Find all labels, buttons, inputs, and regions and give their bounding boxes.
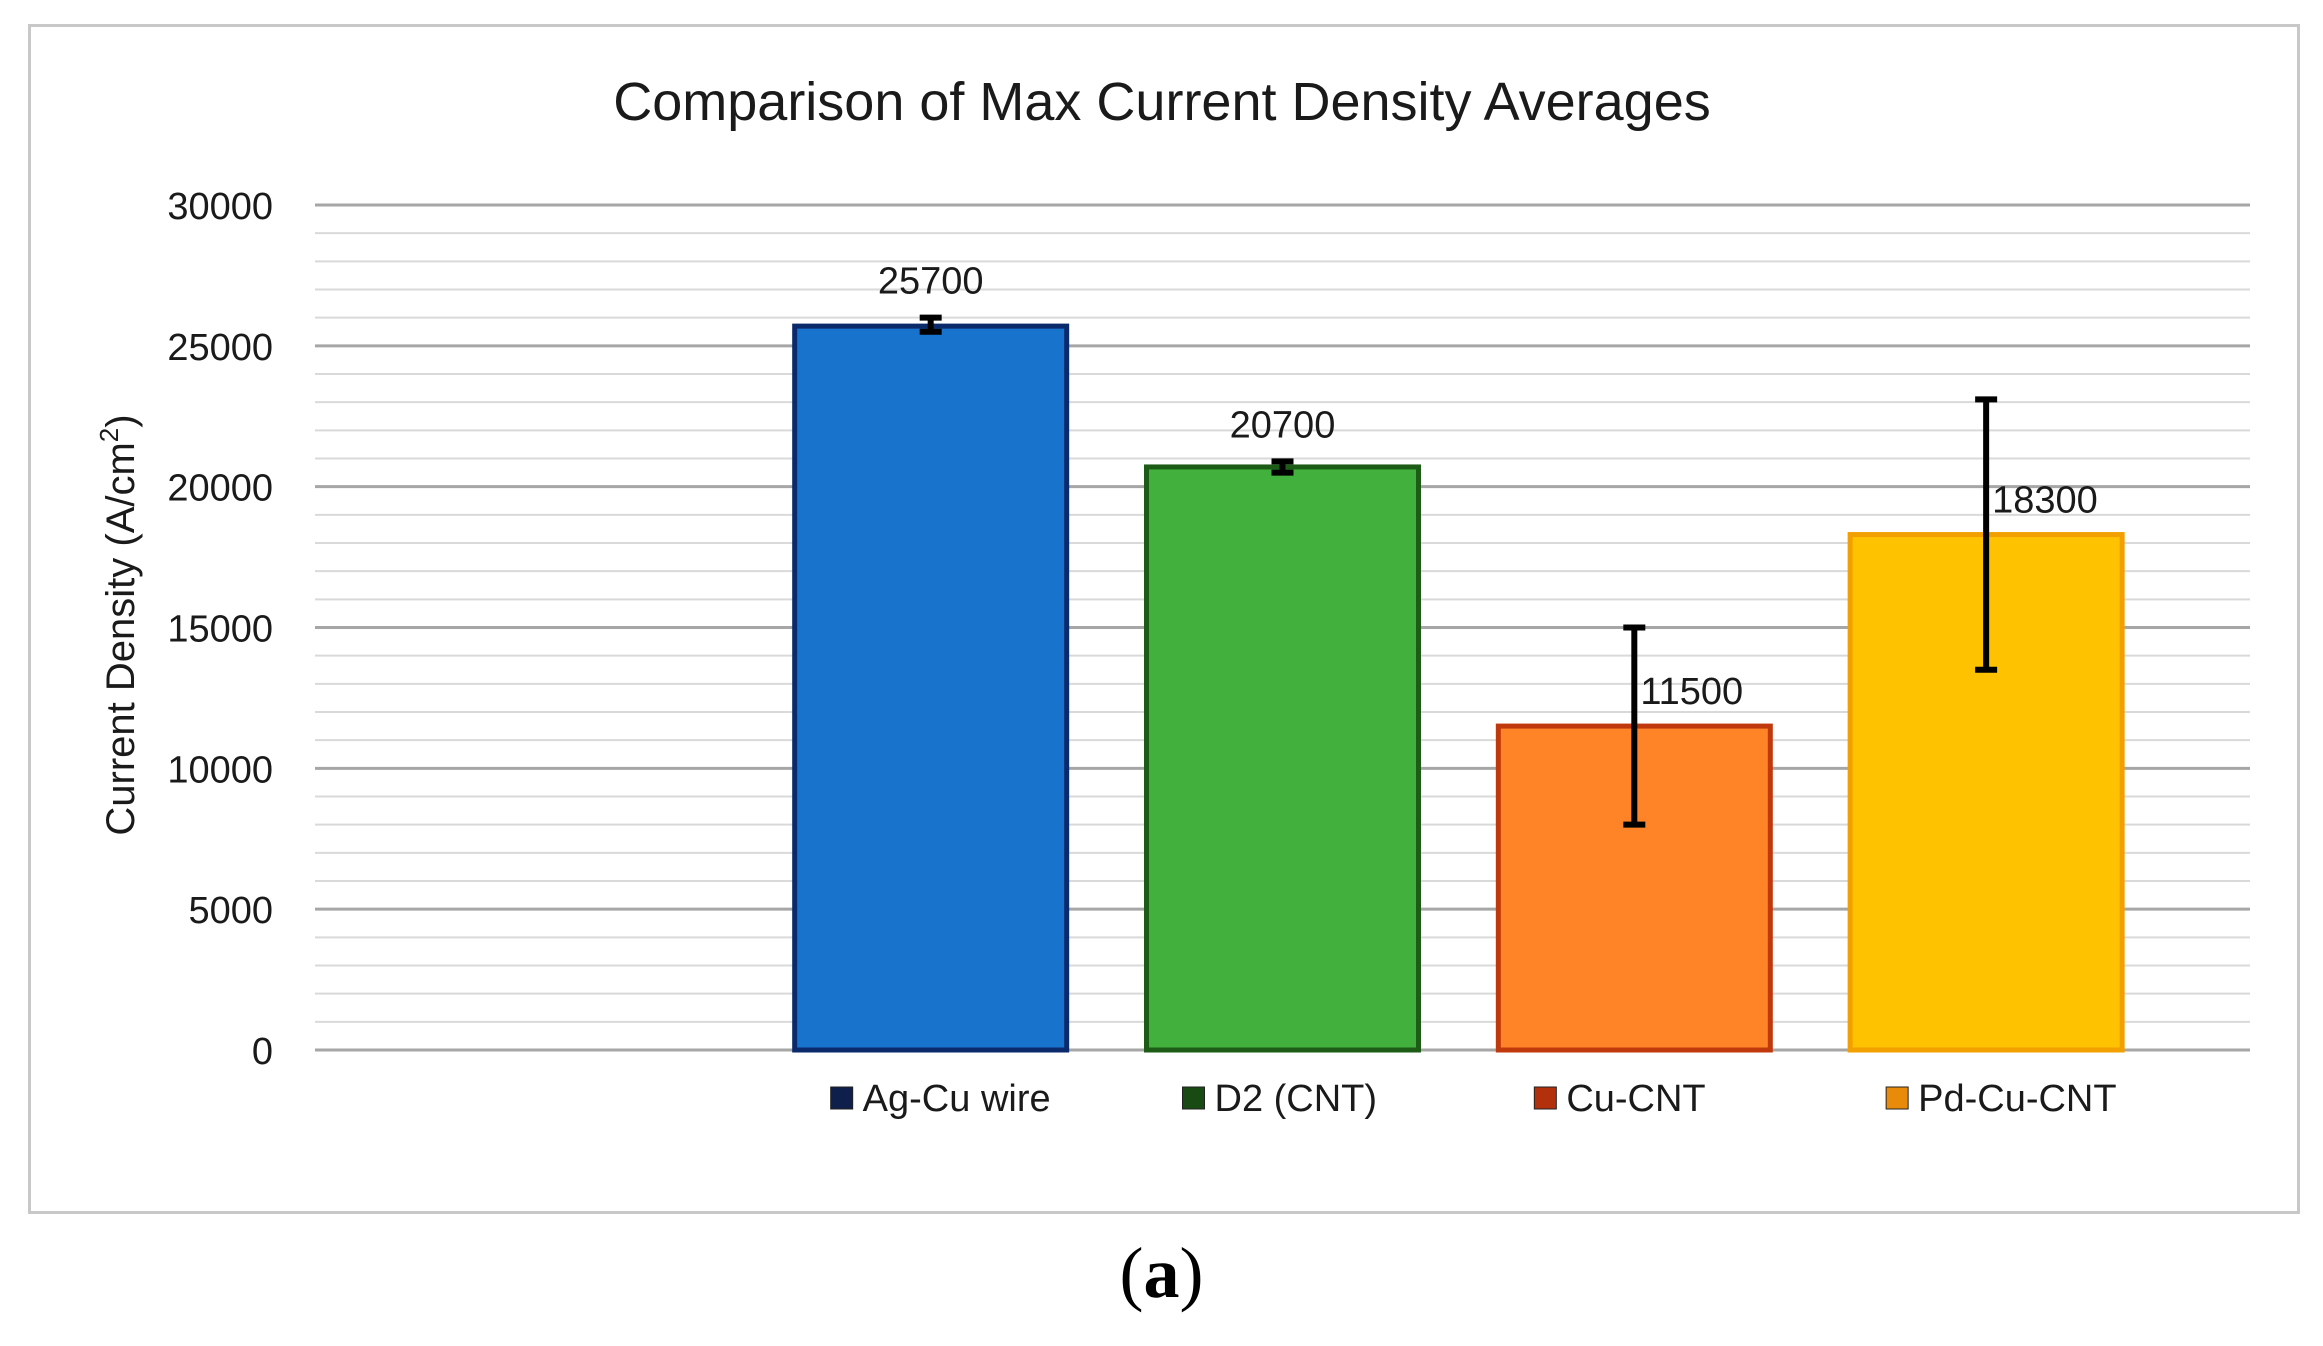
legend-label: D2 (CNT) — [1215, 1078, 1378, 1120]
y-tick-label: 0 — [252, 1031, 273, 1073]
y-tick-label: 20000 — [167, 468, 273, 510]
legend-swatch — [1885, 1086, 1909, 1110]
error-bars — [919, 314, 1998, 828]
caption-close: ) — [1179, 1233, 1204, 1313]
legend-swatch — [1533, 1086, 1557, 1110]
y-tick-label: 10000 — [167, 749, 273, 791]
bar-d2-cnt — [1144, 464, 1421, 1053]
legend-label: Pd-Cu-CNT — [1918, 1078, 2116, 1120]
caption-letter: a — [1143, 1233, 1180, 1313]
bar-ag-cu-wire — [792, 323, 1070, 1053]
data-labels: 25700 20700 11500 18300 — [878, 261, 2098, 713]
legend-swatch — [1182, 1086, 1205, 1110]
y-axis-label-text: Current Density (A/cm — [99, 442, 143, 835]
y-tick-label: 25000 — [167, 327, 273, 369]
caption-open: ( — [1119, 1233, 1144, 1313]
data-label: 11500 — [1640, 671, 1743, 713]
y-tick-label: 5000 — [188, 890, 273, 932]
legend-swatch — [830, 1086, 854, 1110]
y-tick-labels: 0 5000 10000 15000 20000 25000 30000 — [167, 186, 273, 1073]
data-label: 20700 — [1230, 404, 1336, 446]
data-label: 18300 — [1992, 480, 2098, 522]
data-label: 25700 — [878, 261, 984, 303]
legend-label: Ag-Cu wire — [863, 1078, 1051, 1120]
y-axis-label: Current Density (A/cm2) — [94, 414, 143, 835]
bars — [792, 323, 2125, 1053]
y-axis-label-superscript: 2 — [94, 428, 124, 442]
figure-caption: (a) — [0, 1232, 2323, 1315]
y-tick-label: 30000 — [167, 186, 273, 228]
legend-label: Cu-CNT — [1566, 1078, 1705, 1120]
y-tick-label: 15000 — [167, 609, 273, 651]
legend: Ag-Cu wire D2 (CNT) Cu-CNT Pd-Cu-CNT — [830, 1078, 2117, 1120]
bar-chart: Comparison of Max Current Density Averag… — [94, 72, 2250, 1120]
chart-title: Comparison of Max Current Density Averag… — [613, 72, 1710, 132]
y-axis-label-close: ) — [99, 414, 143, 427]
